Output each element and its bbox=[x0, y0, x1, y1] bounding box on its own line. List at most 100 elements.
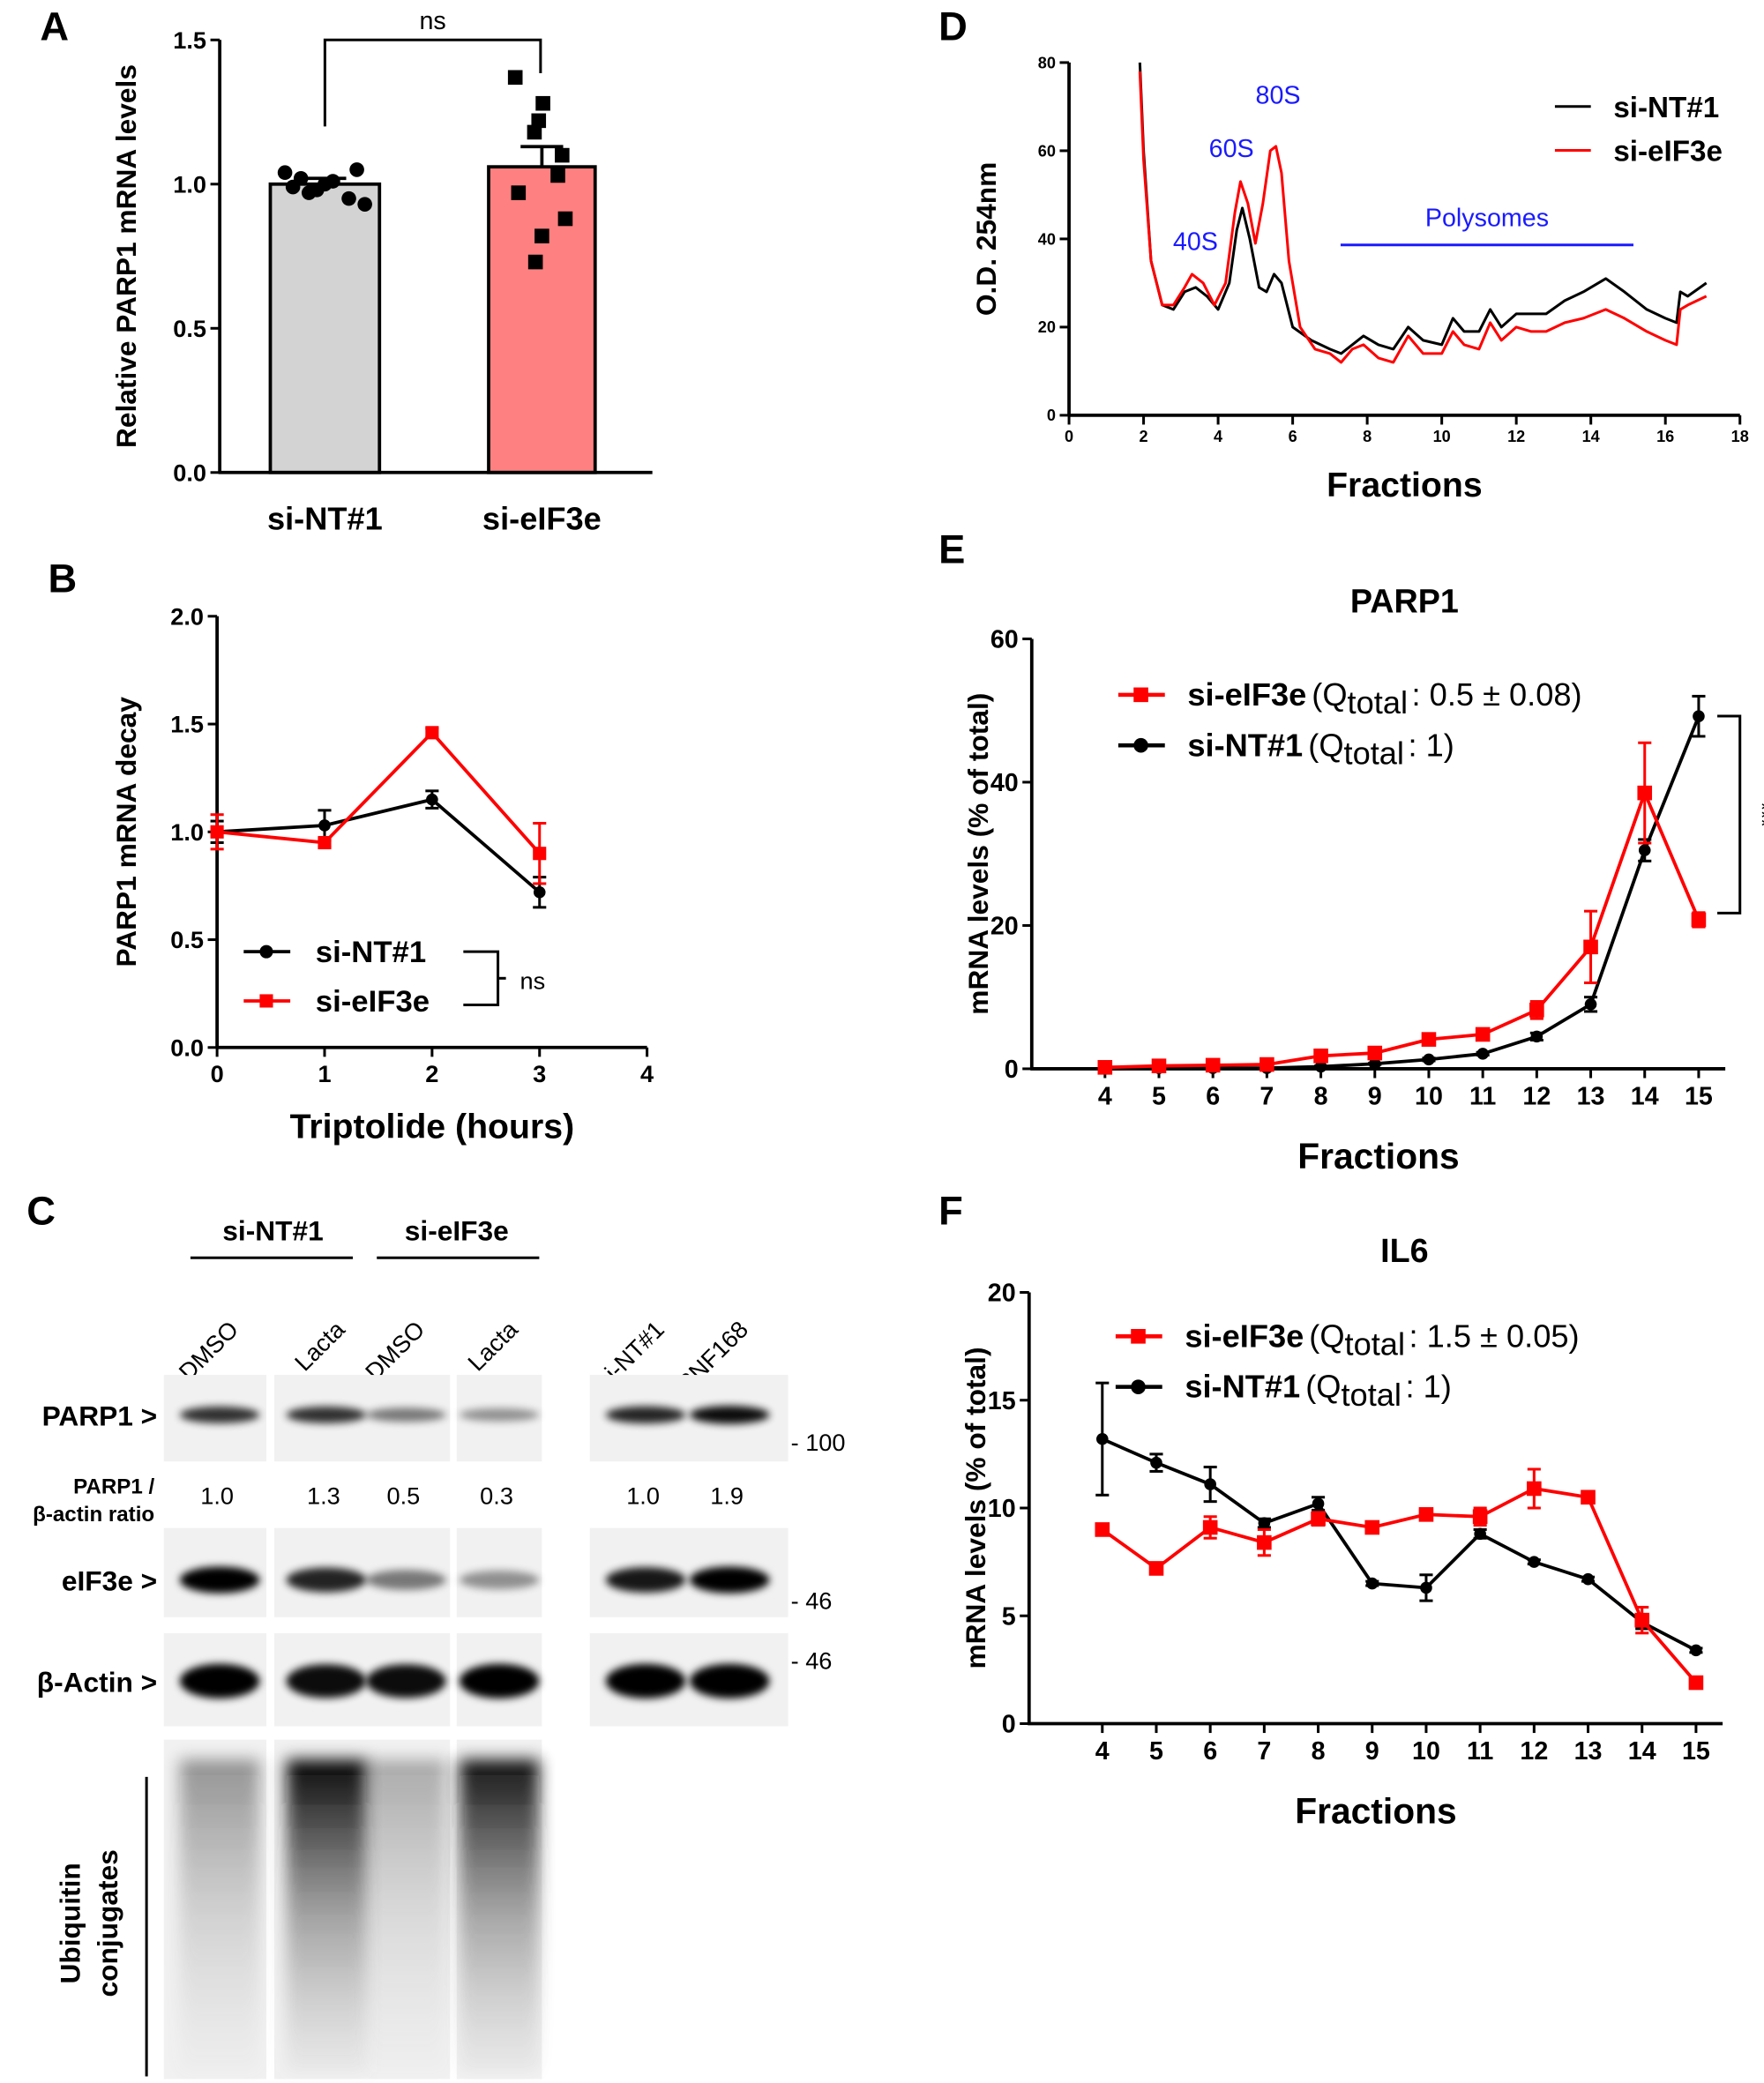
data-point-square bbox=[318, 835, 332, 850]
x-tick-label: 6 bbox=[1203, 1737, 1217, 1766]
legend-q: Q bbox=[1319, 1318, 1344, 1354]
ratio-value: 1.0 bbox=[626, 1482, 660, 1509]
x-tick-label: 11 bbox=[1467, 1737, 1493, 1766]
legend-label: si-NT#1 (Qtotal: 1) bbox=[1185, 1369, 1451, 1413]
bar-si-NT#1 bbox=[268, 182, 382, 474]
data-point-circle bbox=[285, 179, 301, 195]
x-tick-label: 8 bbox=[1314, 1083, 1328, 1111]
x-axis-label: Triptolide (hours) bbox=[290, 1107, 575, 1146]
y-axis-label: PARP1 mRNA decay bbox=[110, 697, 142, 967]
y-tick-label: 2.0 bbox=[170, 602, 204, 630]
y-axis-label: mRNA levels (% of total) bbox=[960, 1347, 991, 1669]
ratio-value: 1.3 bbox=[307, 1482, 340, 1509]
data-point-square bbox=[1691, 912, 1707, 928]
x-tick-label: 11 bbox=[1469, 1083, 1496, 1111]
data-point-circle bbox=[1204, 1478, 1216, 1490]
x-tick-label: 13 bbox=[1577, 1083, 1605, 1111]
band-actin bbox=[366, 1664, 446, 1699]
band-parp1 bbox=[366, 1407, 446, 1422]
legend-label: si-NT#1 bbox=[1613, 92, 1719, 124]
data-point-circle bbox=[349, 162, 364, 177]
data-point-square bbox=[1202, 1519, 1218, 1535]
ubiquitin-smear bbox=[366, 1759, 446, 2072]
data-point-circle bbox=[1638, 844, 1651, 856]
series-line-si-NT#1 bbox=[217, 797, 541, 894]
legend-q-value: : 1.5 ± 0.05) bbox=[1409, 1318, 1580, 1354]
band-eif3e bbox=[179, 1566, 260, 1594]
data-point-square bbox=[527, 254, 543, 270]
y-tick-label: 0 bbox=[1005, 1056, 1019, 1084]
legend-q-subscript: total bbox=[1345, 1325, 1405, 1362]
y-tick-label: 15 bbox=[988, 1387, 1016, 1415]
x-axis-label: Fractions bbox=[1327, 466, 1483, 504]
data-point-circle bbox=[1314, 1060, 1327, 1073]
blot-group-label: si-eIF3e bbox=[405, 1215, 509, 1247]
ubiquitin-smear bbox=[459, 1759, 540, 2072]
band-eif3e bbox=[605, 1567, 686, 1593]
band-actin bbox=[689, 1663, 770, 1699]
data-point-circle bbox=[1133, 737, 1148, 753]
data-point-square bbox=[1259, 1056, 1274, 1072]
legend-paren: ( bbox=[1305, 1369, 1316, 1405]
panel-a-bar-chart: si-NT#1 si-eIF3e 0.0 0.5 1.0 1.5 Relative PARP… bbox=[110, 7, 653, 537]
legend-label: si-eIF3e (Qtotal: 1.5 ± 0.05) bbox=[1185, 1318, 1579, 1362]
data-point-circle bbox=[1476, 1048, 1489, 1060]
data-point-circle bbox=[1690, 1644, 1702, 1657]
legend-q-subscript: total bbox=[1341, 1377, 1401, 1413]
y-tick-label: 1.0 bbox=[170, 818, 204, 846]
band-eif3e bbox=[366, 1570, 446, 1590]
x-tick-label: 6 bbox=[1206, 1083, 1220, 1111]
data-point-circle bbox=[318, 819, 331, 832]
mw-marker: - 46 bbox=[791, 1587, 833, 1615]
mw-marker: - 100 bbox=[791, 1429, 846, 1456]
panel-d-polysome-profile: 0 20 40 60 80 0 2 4 6 8 10 12 14 16 18 O.D. 254nm Fracti… bbox=[970, 54, 1749, 504]
panel-e-line-chart: PARP1 0 20 40 60 4 5 6 7 8 9 10 11 12 13 14 15 mRNA level… bbox=[962, 582, 1764, 1176]
x-tick-label: 9 bbox=[1365, 1737, 1379, 1766]
y-tick-label: 1.5 bbox=[170, 711, 204, 738]
data-point-circle bbox=[1530, 1030, 1544, 1043]
y-tick-label: 20 bbox=[988, 1280, 1016, 1308]
significance-bracket bbox=[323, 38, 542, 127]
data-point-square bbox=[1133, 687, 1148, 703]
lane-label: Lacta bbox=[462, 1315, 524, 1377]
band-parp1 bbox=[605, 1406, 686, 1424]
x-tick-label: 14 bbox=[1628, 1737, 1656, 1766]
data-point-square bbox=[1148, 1561, 1164, 1576]
peak-label-polysomes: Polysomes bbox=[1425, 205, 1549, 233]
y-tick-label: 60 bbox=[990, 625, 1019, 653]
x-tick-label: 4 bbox=[640, 1060, 654, 1087]
data-point-square bbox=[533, 847, 547, 861]
x-tick-label: 13 bbox=[1574, 1737, 1603, 1766]
x-tick-label: 3 bbox=[533, 1060, 546, 1087]
y-tick-label: 1.5 bbox=[173, 26, 206, 54]
x-tick-label: 8 bbox=[1363, 428, 1372, 445]
data-point-circle bbox=[341, 190, 356, 206]
data-point-square bbox=[1583, 939, 1598, 955]
data-point-circle bbox=[357, 197, 372, 212]
data-point-square bbox=[1637, 785, 1653, 801]
y-tick-label: 80 bbox=[1038, 54, 1056, 71]
x-tick-label: 5 bbox=[1152, 1083, 1166, 1111]
data-point-circle bbox=[259, 944, 273, 959]
x-tick-label: 14 bbox=[1582, 428, 1600, 445]
row-label-ratio: β-actin ratio bbox=[33, 1503, 154, 1527]
x-tick-label: 10 bbox=[1415, 1083, 1443, 1111]
row-label-ubiquitin: conjugates bbox=[92, 1849, 123, 1997]
y-tick-label: 5 bbox=[1002, 1602, 1016, 1631]
panel-label-e: E bbox=[938, 526, 965, 571]
peak-label-40s: 40S bbox=[1173, 228, 1218, 257]
x-tick-label: 14 bbox=[1631, 1083, 1659, 1111]
x-tick-label: 4 bbox=[1095, 1737, 1110, 1766]
data-point-circle bbox=[533, 885, 546, 899]
significance-bracket bbox=[1717, 714, 1742, 915]
legend-q-value: : 1) bbox=[1405, 1369, 1451, 1405]
x-tick-label: 7 bbox=[1259, 1083, 1274, 1111]
x-tick-label: 7 bbox=[1257, 1737, 1271, 1766]
data-point-square bbox=[1364, 1519, 1380, 1535]
x-tick-label: 12 bbox=[1522, 1083, 1551, 1111]
series-line-si-NT#1 bbox=[1104, 715, 1700, 1071]
y-tick-label: 0.0 bbox=[170, 1034, 204, 1061]
series-line-si-eIF3e bbox=[1104, 788, 1700, 1070]
